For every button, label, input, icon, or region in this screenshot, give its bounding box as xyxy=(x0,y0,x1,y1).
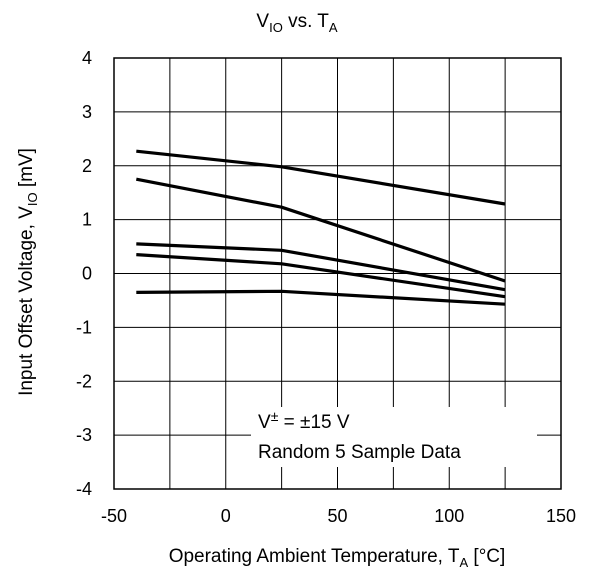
y-tick-label: 3 xyxy=(82,102,92,122)
x-axis-title: Operating Ambient Temperature, TA [°C] xyxy=(169,546,506,570)
y-tick-label: 2 xyxy=(82,156,92,176)
series-line-1 xyxy=(136,151,505,204)
series-line-5 xyxy=(136,291,505,304)
x-tick-label: 50 xyxy=(327,506,347,526)
x-tick-label: -50 xyxy=(101,506,127,526)
y-tick-label: 4 xyxy=(82,48,92,68)
y-tick-label: -4 xyxy=(76,479,92,499)
x-tick-label: 0 xyxy=(221,506,231,526)
y-tick-label: 1 xyxy=(82,210,92,230)
y-axis-title: Input Offset Voltage, VIO [mV] xyxy=(16,148,40,396)
y-tick-label: -2 xyxy=(76,371,92,391)
annotation-sample-info: Random 5 Sample Data xyxy=(258,442,461,463)
x-tick-label: 100 xyxy=(434,506,464,526)
chart-title: VIO vs. TA xyxy=(256,11,338,35)
y-tick-label: -1 xyxy=(76,317,92,337)
y-tick-label: -3 xyxy=(76,425,92,445)
y-axis-ticks: 4 3 2 1 0 -1 -2 -3 -4 xyxy=(76,48,92,499)
data-series xyxy=(136,151,505,304)
y-tick-label: 0 xyxy=(82,264,92,284)
series-line-3 xyxy=(136,244,505,290)
x-axis-ticks: -50 0 50 100 150 xyxy=(101,506,576,526)
annotation-box: V± = ±15 V Random 5 Sample Data xyxy=(251,407,537,467)
x-tick-label: 150 xyxy=(546,506,576,526)
